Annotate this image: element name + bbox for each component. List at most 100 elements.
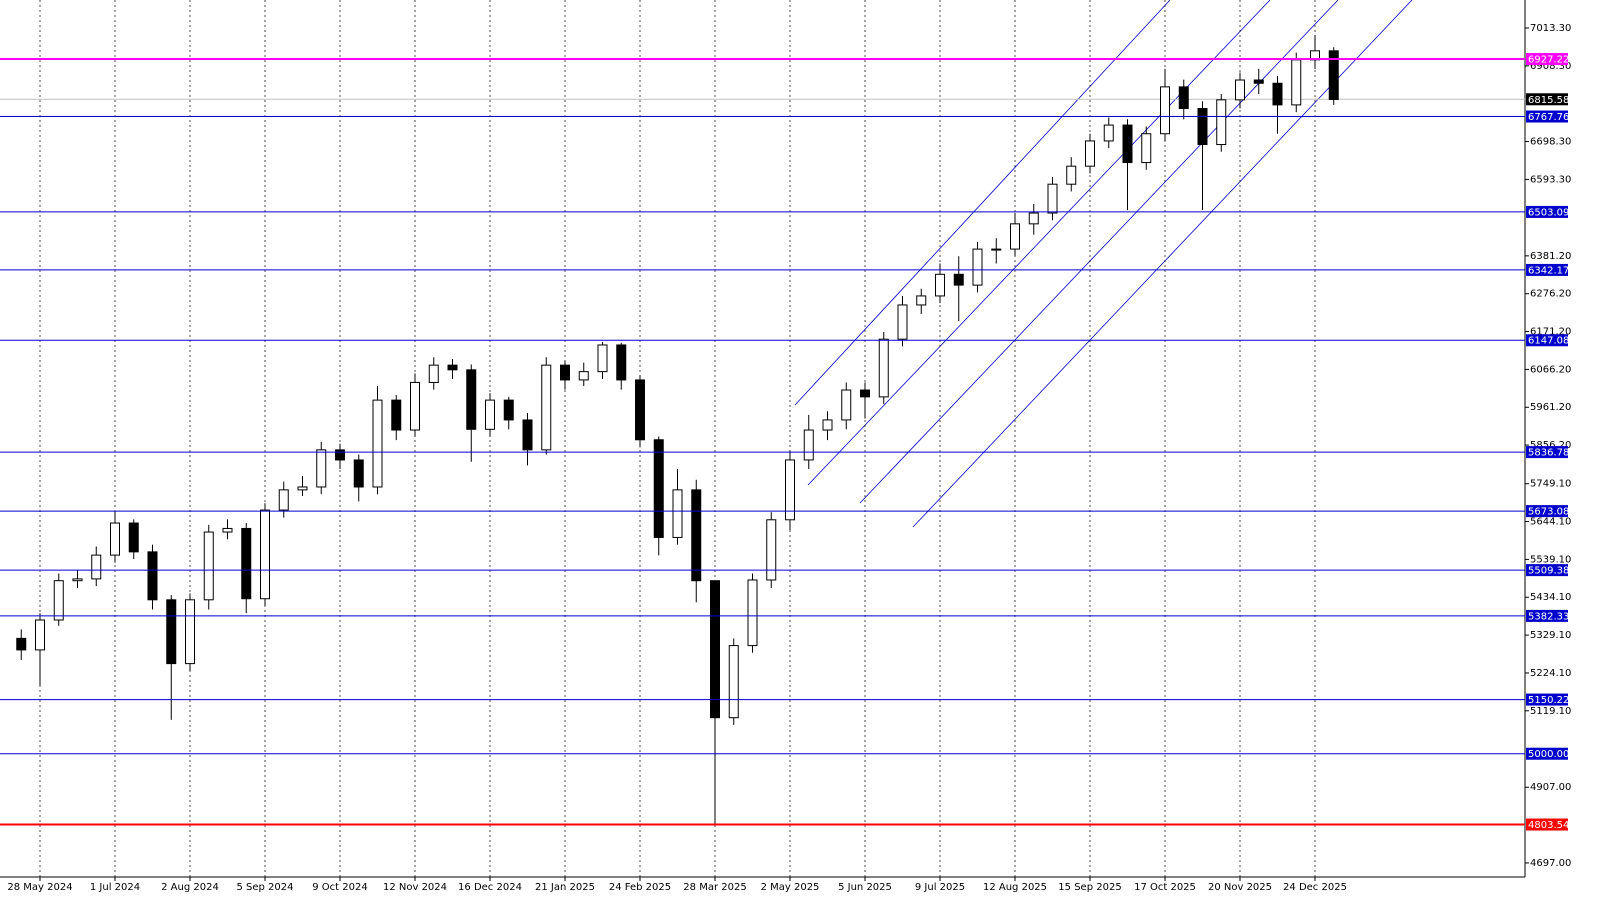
- y-tick-label: 5644.10: [1530, 517, 1571, 528]
- candle-body: [916, 295, 927, 306]
- x-tick-label: 12 Aug 2025: [983, 882, 1047, 893]
- candle-body: [1028, 212, 1039, 225]
- candle-body: [1085, 140, 1095, 167]
- y-tick-label: 5224.10: [1530, 668, 1571, 679]
- candle-body: [1272, 82, 1283, 106]
- candle-body: [1178, 86, 1189, 109]
- candle-body: [391, 399, 402, 431]
- candle-body: [1066, 165, 1077, 185]
- level-label: 4803.54: [1528, 820, 1569, 831]
- y-tick-label: 5856.20: [1530, 440, 1571, 451]
- level-label: 6503.09: [1528, 207, 1569, 218]
- candle-body: [785, 459, 795, 521]
- level-label: 5673.08: [1528, 507, 1569, 518]
- x-tick-label: 5 Sep 2024: [236, 882, 293, 893]
- y-tick-label: 6276.20: [1530, 289, 1571, 300]
- level-label: 5000.00: [1528, 749, 1569, 760]
- level-label: 6767.76: [1528, 112, 1569, 123]
- last-price-box: [1526, 93, 1568, 106]
- candle-body: [1103, 124, 1114, 142]
- candle-body: [35, 619, 45, 651]
- candle-body: [353, 459, 364, 488]
- y-tick-label: 5749.10: [1530, 479, 1571, 490]
- candle-body: [803, 429, 814, 461]
- last-price-label: 6815.58: [1528, 95, 1569, 106]
- y-tick-label: 6908.30: [1530, 61, 1571, 72]
- candle-body: [691, 489, 702, 582]
- candle-body: [110, 522, 120, 556]
- y-tick-label: 6593.30: [1530, 174, 1571, 185]
- candle-body: [485, 399, 495, 430]
- candle-body: [503, 399, 514, 421]
- candle-body: [1122, 124, 1133, 164]
- level-label-box: [1526, 747, 1568, 760]
- level-label-box: [1526, 609, 1568, 622]
- candle-body: [297, 486, 308, 491]
- level-label-box: [1526, 53, 1568, 66]
- y-tick-label: 6381.20: [1530, 251, 1571, 262]
- candle-body: [447, 364, 458, 371]
- candle-body: [897, 304, 908, 340]
- level-label-box: [1526, 446, 1568, 459]
- candle-body: [1047, 183, 1058, 214]
- y-tick-label: 6698.30: [1530, 137, 1571, 148]
- channel-line: [794, 0, 1171, 406]
- candle-body: [653, 439, 664, 538]
- level-label: 6342.17: [1528, 265, 1569, 276]
- candle-body: [728, 645, 739, 719]
- y-tick-label: 5119.10: [1530, 706, 1571, 717]
- y-tick-label: 4697.00: [1530, 858, 1571, 869]
- candle-body: [747, 579, 758, 647]
- candle-body: [578, 371, 589, 381]
- candle-body: [428, 364, 439, 383]
- candle-body: [166, 599, 177, 665]
- x-tick-label: 2 Aug 2024: [161, 882, 219, 893]
- candle-body: [710, 580, 720, 719]
- candle-body: [128, 522, 139, 553]
- level-label-box: [1526, 693, 1568, 706]
- level-label-box: [1526, 334, 1568, 347]
- candle-body: [1160, 86, 1170, 135]
- candle-body: [316, 449, 327, 488]
- candle-body: [822, 419, 833, 431]
- candle-body: [991, 248, 1002, 251]
- candle-body: [1235, 79, 1245, 101]
- candle-body: [1328, 50, 1339, 100]
- x-tick-label: 24 Dec 2025: [1283, 882, 1347, 893]
- candle-body: [972, 248, 983, 286]
- x-tick-label: 21 Jan 2025: [535, 882, 595, 893]
- candle-body: [616, 344, 627, 381]
- y-tick-label: 5434.10: [1530, 592, 1571, 603]
- y-tick-label: 5961.20: [1530, 402, 1571, 413]
- y-tick-label: 5329.10: [1530, 630, 1571, 641]
- x-tick-label: 15 Sep 2025: [1058, 882, 1121, 893]
- candle-body: [260, 509, 270, 600]
- level-label-box: [1526, 263, 1568, 276]
- level-label-box: [1526, 205, 1568, 218]
- candle-body: [878, 338, 889, 398]
- candle-body: [16, 637, 27, 651]
- candle-body: [935, 273, 945, 297]
- level-label: 5382.33: [1528, 611, 1569, 622]
- candle-body: [635, 379, 645, 441]
- level-label: 6927.22: [1528, 55, 1569, 66]
- candle-body: [147, 551, 158, 601]
- candle-body: [278, 489, 289, 511]
- level-label: 5150.22: [1528, 695, 1569, 706]
- y-tick-label: 6066.20: [1530, 364, 1571, 375]
- candle-body: [1291, 59, 1302, 106]
- x-tick-label: 5 Jun 2025: [838, 882, 892, 893]
- candle-body: [860, 389, 870, 398]
- candle-body: [522, 419, 533, 451]
- candle-body: [672, 489, 683, 538]
- candle-body: [560, 364, 570, 381]
- candle-body: [597, 344, 608, 373]
- candle-body: [335, 449, 345, 461]
- x-tick-label: 2 May 2025: [761, 882, 820, 893]
- x-tick-label: 1 Jul 2024: [90, 882, 140, 893]
- x-tick-label: 12 Nov 2024: [383, 882, 447, 893]
- candle-body: [1141, 133, 1152, 164]
- x-tick-label: 20 Nov 2025: [1208, 882, 1272, 893]
- x-tick-label: 9 Jul 2025: [915, 882, 965, 893]
- candle-body: [841, 389, 852, 421]
